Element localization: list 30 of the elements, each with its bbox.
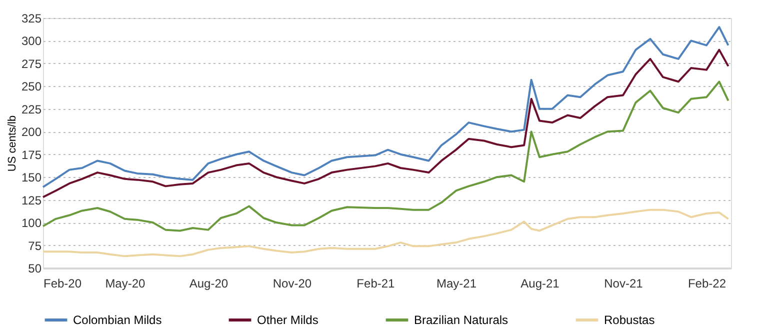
- x-tick-label: May-20: [105, 276, 146, 290]
- line-series: [42, 26, 730, 188]
- x-tick-label: Aug-20: [189, 276, 228, 290]
- line-series: [42, 208, 730, 258]
- y-tick-label: 75: [28, 238, 42, 253]
- x-tick-label: Aug-21: [520, 276, 560, 290]
- y-tick-label: 300: [21, 34, 42, 48]
- y-axis-title: US cents/lb: [6, 115, 18, 172]
- x-tick-label: Feb-22: [688, 276, 726, 290]
- y-tick-label: 325: [21, 12, 42, 26]
- y-tick-label: 175: [21, 148, 42, 162]
- y-tick-label: 250: [21, 80, 42, 94]
- legend-label: Brazilian Naturals: [414, 313, 508, 327]
- legend-label: Robustas: [604, 313, 655, 327]
- legend-label: Other Milds: [257, 313, 318, 327]
- y-tick-label: 275: [21, 56, 42, 71]
- x-tick-label: Feb-20: [44, 276, 82, 290]
- legend-label: Colombian Milds: [73, 313, 162, 327]
- line-series: [42, 48, 730, 198]
- line-series: [42, 80, 730, 232]
- y-tick-label: 225: [21, 102, 42, 116]
- y-tick-label: 50: [28, 262, 42, 276]
- x-tick-label: Feb-21: [356, 276, 396, 290]
- x-tick-label: May-21: [436, 276, 477, 290]
- x-tick-label: Nov-20: [272, 276, 312, 290]
- y-tick-label: 100: [21, 216, 42, 230]
- y-tick-label: 150: [21, 170, 42, 185]
- y-tick-label: 125: [21, 193, 42, 208]
- x-tick-label: Nov-21: [604, 276, 644, 290]
- y-tick-label: 200: [21, 125, 42, 140]
